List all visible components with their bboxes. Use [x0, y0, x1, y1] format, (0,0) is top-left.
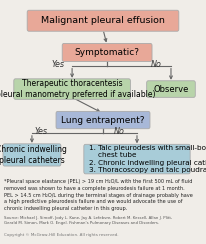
- Text: Observe: Observe: [153, 85, 189, 93]
- FancyBboxPatch shape: [27, 10, 179, 31]
- Text: 1. Talc pleurodesis with small-bore
    chest tube
2. Chronic indwelling pleural: 1. Talc pleurodesis with small-bore ches…: [89, 145, 206, 173]
- Text: Source: Michael J. Simoff, Jody L. Kane, Jay A. Lefebvre, Robert M. Kessell, All: Source: Michael J. Simoff, Jody L. Kane,…: [4, 216, 172, 225]
- Text: Copyright © McGraw-Hill Education. All rights reserved.: Copyright © McGraw-Hill Education. All r…: [4, 233, 119, 237]
- Text: Therapeutic thoracentesis
(*pleural manometry preferred if available): Therapeutic thoracentesis (*pleural mano…: [0, 79, 155, 99]
- Text: Yes: Yes: [51, 60, 64, 69]
- Text: Yes: Yes: [35, 127, 48, 136]
- FancyBboxPatch shape: [84, 144, 190, 174]
- Text: *Pleural space elastance (PEL) > 19 cm H₂O/L with the first 500 mL of fluid
remo: *Pleural space elastance (PEL) > 19 cm H…: [4, 179, 193, 211]
- Text: No: No: [151, 60, 162, 69]
- FancyBboxPatch shape: [62, 43, 152, 61]
- Text: Lung entrapment?: Lung entrapment?: [61, 116, 145, 124]
- Text: Symptomatic?: Symptomatic?: [75, 48, 140, 57]
- FancyBboxPatch shape: [147, 81, 195, 97]
- FancyBboxPatch shape: [14, 79, 130, 99]
- FancyBboxPatch shape: [3, 144, 61, 166]
- Text: Malignant pleural effusion: Malignant pleural effusion: [41, 16, 165, 25]
- Text: No: No: [114, 127, 125, 136]
- FancyBboxPatch shape: [56, 111, 150, 129]
- Text: Chronic indwelling
pleural catheters: Chronic indwelling pleural catheters: [0, 145, 67, 165]
